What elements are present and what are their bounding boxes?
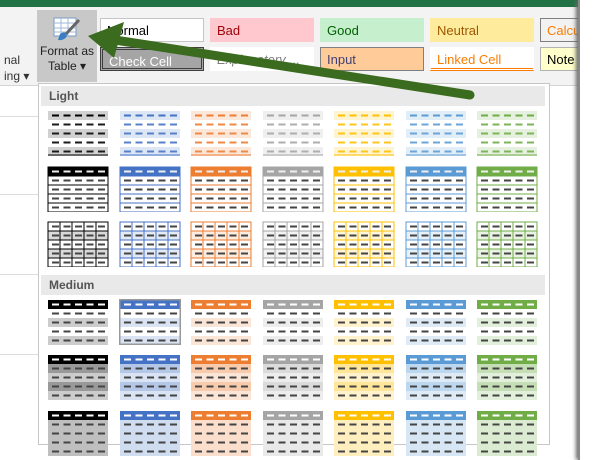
table-style-medium-3[interactable] [190, 299, 252, 345]
cell-style-calcu[interactable]: Calcu [540, 18, 580, 42]
table-style-light-9[interactable] [119, 166, 181, 212]
table-style-light-18[interactable] [262, 221, 324, 267]
table-style-medium-4[interactable] [262, 299, 324, 345]
table-style-light-20[interactable] [405, 221, 467, 267]
table-style-light-1[interactable] [47, 110, 109, 156]
cell-style-note[interactable]: Note [540, 47, 580, 71]
table-style-light-13[interactable] [405, 166, 467, 212]
table-style-medium-2[interactable] [118, 299, 181, 345]
table-style-medium-21[interactable] [476, 410, 538, 456]
table-style-medium-11[interactable] [262, 354, 324, 400]
section-header-medium: Medium [41, 275, 545, 295]
table-style-medium-19[interactable] [333, 410, 395, 456]
table-style-medium-14[interactable] [476, 354, 538, 400]
table-style-light-19[interactable] [333, 221, 395, 267]
cell-style-linked-cell[interactable]: Linked Cell [430, 47, 534, 71]
conditional-formatting-button[interactable]: nal ing ▾ [4, 52, 29, 84]
table-paintbrush-icon [52, 16, 82, 42]
table-style-light-8[interactable] [47, 166, 109, 212]
table-style-medium-8[interactable] [47, 354, 109, 400]
table-style-light-12[interactable] [333, 166, 395, 212]
title-bar [0, 0, 580, 7]
table-style-light-15[interactable] [47, 221, 109, 267]
table-style-medium-15[interactable] [47, 410, 109, 456]
cell-style-bad[interactable]: Bad [210, 18, 314, 42]
table-style-medium-9[interactable] [119, 354, 181, 400]
table-style-light-6[interactable] [405, 110, 467, 156]
table-style-light-7[interactable] [476, 110, 538, 156]
table-style-medium-16[interactable] [119, 410, 181, 456]
table-style-medium-10[interactable] [190, 354, 252, 400]
label: Format as [39, 44, 94, 58]
table-style-light-21[interactable] [476, 221, 538, 267]
table-style-light-11[interactable] [262, 166, 324, 212]
label: ing ▾ [4, 69, 30, 83]
table-style-light-14[interactable] [476, 166, 538, 212]
table-style-light-5[interactable] [333, 110, 395, 156]
table-style-medium-7[interactable] [476, 299, 538, 345]
table-style-light-2[interactable] [119, 110, 181, 156]
table-style-light-10[interactable] [190, 166, 252, 212]
worksheet-area [0, 86, 40, 446]
torn-edge [578, 0, 600, 460]
table-style-medium-12[interactable] [333, 354, 395, 400]
table-style-medium-18[interactable] [262, 410, 324, 456]
table-style-medium-13[interactable] [405, 354, 467, 400]
table-style-medium-17[interactable] [190, 410, 252, 456]
table-style-medium-6[interactable] [405, 299, 467, 345]
label: nal [4, 53, 21, 67]
table-style-light-4[interactable] [262, 110, 324, 156]
format-as-table-button[interactable]: Format as Table ▾ [37, 10, 97, 82]
table-style-medium-1[interactable] [47, 299, 109, 345]
table-style-medium-5[interactable] [333, 299, 395, 345]
table-style-light-17[interactable] [190, 221, 252, 267]
label: Table ▾ [47, 59, 87, 73]
table-style-light-16[interactable] [119, 221, 181, 267]
cell-style-input[interactable]: Input [320, 47, 424, 71]
cell-style-neutral[interactable]: Neutral [430, 18, 534, 42]
table-style-light-3[interactable] [190, 110, 252, 156]
cell-style-good[interactable]: Good [320, 18, 424, 42]
table-style-medium-20[interactable] [405, 410, 467, 456]
table-style-gallery: Light Medium [38, 83, 550, 456]
